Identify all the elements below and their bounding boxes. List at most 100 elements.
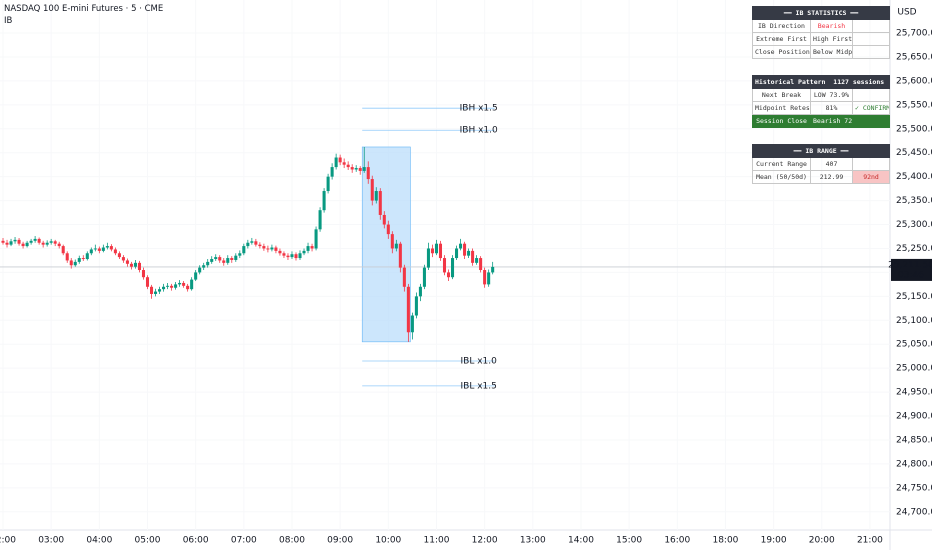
candle-body bbox=[286, 255, 290, 258]
candle-body bbox=[398, 243, 402, 268]
candle-body bbox=[37, 238, 41, 243]
cell: 407 bbox=[810, 157, 853, 171]
candle-body bbox=[451, 258, 455, 278]
candle-body bbox=[105, 246, 109, 248]
y-tick-label: 24,800.00 bbox=[896, 459, 932, 469]
x-tick-label: 19:00 bbox=[761, 536, 787, 546]
candle-body bbox=[97, 248, 101, 251]
candle-body bbox=[109, 246, 113, 250]
cell: ✓ CONFIRMED bbox=[852, 101, 890, 115]
candle-body bbox=[153, 291, 158, 294]
candle-body bbox=[362, 167, 366, 171]
y-tick-label: 25,650.00 bbox=[896, 52, 932, 62]
candle-body bbox=[414, 296, 418, 316]
candle-body bbox=[298, 253, 302, 259]
y-tick-label: 25,350.00 bbox=[896, 196, 932, 206]
table-title: Historical Pattern 1127 sessions bbox=[752, 75, 890, 89]
cell bbox=[852, 45, 890, 59]
title: Historical Pattern bbox=[755, 78, 826, 86]
candle-body bbox=[226, 258, 230, 263]
candle-body bbox=[125, 260, 129, 264]
ib-range-table: ━━ IB RANGE ━━ Current Range 407 Mean (50… bbox=[751, 144, 891, 184]
candle-body bbox=[394, 243, 398, 249]
candle-body bbox=[61, 246, 65, 254]
candle-body bbox=[77, 258, 81, 262]
y-tick-label: 24,950.00 bbox=[896, 388, 932, 398]
candle-body bbox=[238, 253, 242, 256]
x-tick-label: 18:00 bbox=[712, 536, 738, 546]
candle-body bbox=[370, 179, 374, 201]
candle-body bbox=[182, 282, 186, 286]
cell: Session Close bbox=[752, 114, 811, 128]
candle-body bbox=[467, 250, 471, 256]
x-tick-label: 04:00 bbox=[86, 536, 112, 546]
x-tick-label: 05:00 bbox=[135, 536, 161, 546]
candle-body bbox=[438, 243, 443, 259]
candle-body bbox=[9, 241, 13, 245]
candle-body bbox=[250, 241, 254, 243]
currency: USD bbox=[897, 8, 916, 18]
candle-body bbox=[218, 257, 222, 261]
candle-body bbox=[141, 270, 146, 278]
candle-body bbox=[310, 246, 314, 249]
cell: Next Break bbox=[752, 88, 811, 102]
candle-body bbox=[117, 253, 121, 258]
candle-body bbox=[463, 243, 467, 256]
x-tick-label: 16:00 bbox=[664, 536, 690, 546]
y-tick-label: 25,250.00 bbox=[896, 244, 932, 254]
candle-body bbox=[455, 248, 459, 259]
ib-level-label: IBH x1.5 bbox=[460, 104, 498, 114]
x-tick-label: 13:00 bbox=[520, 536, 546, 546]
y-tick-label: 25,000.00 bbox=[896, 364, 932, 374]
candle-body bbox=[471, 250, 475, 263]
cell: Bearish bbox=[810, 19, 853, 33]
ib-box bbox=[361, 146, 411, 343]
candle-body bbox=[374, 191, 378, 201]
candle-body bbox=[69, 260, 73, 266]
y-tick-label: 24,750.00 bbox=[896, 483, 932, 493]
candle-body bbox=[487, 272, 491, 285]
x-tick-label: 06:00 bbox=[183, 536, 209, 546]
candle-body bbox=[21, 243, 25, 247]
candle-body bbox=[194, 272, 198, 280]
x-tick-label: 09:00 bbox=[327, 536, 353, 546]
cell: Bearish 72% bbox=[810, 114, 853, 128]
table-title: ━━ IB STATISTICS ━━ bbox=[752, 6, 890, 20]
cell bbox=[851, 157, 891, 171]
y-tick-label: 25,150.00 bbox=[896, 292, 932, 302]
cell: 81% bbox=[810, 101, 853, 115]
candle-body bbox=[178, 282, 182, 285]
candle-body bbox=[121, 257, 125, 261]
candle-body bbox=[382, 214, 386, 225]
candle-body bbox=[41, 242, 45, 245]
sessions: 1127 sessions bbox=[833, 78, 885, 86]
cell bbox=[852, 114, 890, 128]
candle-body bbox=[406, 286, 410, 333]
cell: 212.99 bbox=[810, 170, 853, 184]
candle-body bbox=[358, 168, 362, 171]
candle-body bbox=[282, 253, 286, 256]
y-tick-label: 24,700.00 bbox=[896, 507, 932, 517]
candle-body bbox=[434, 243, 438, 254]
candle-body bbox=[306, 246, 310, 251]
candle-body bbox=[302, 250, 306, 254]
candle-body bbox=[234, 255, 238, 260]
candle-body bbox=[322, 191, 326, 211]
candle-body bbox=[342, 162, 346, 165]
candle-body bbox=[330, 167, 334, 177]
candle-body bbox=[5, 242, 9, 245]
y-tick-label: 24,900.00 bbox=[896, 412, 932, 422]
cell: LOW 73.9% bbox=[810, 88, 853, 102]
candle-body bbox=[274, 247, 278, 251]
candle-body bbox=[386, 224, 390, 235]
candle-body bbox=[479, 258, 483, 271]
candle-body bbox=[422, 267, 426, 287]
candle-body bbox=[246, 242, 250, 247]
ib-level-label: IBL x1.5 bbox=[460, 381, 496, 391]
candle-body bbox=[85, 253, 89, 260]
candle-body bbox=[149, 286, 154, 294]
candle-body bbox=[210, 259, 214, 262]
candle-body bbox=[314, 229, 318, 249]
candle-body bbox=[93, 248, 97, 250]
cell: High First bbox=[810, 32, 853, 46]
